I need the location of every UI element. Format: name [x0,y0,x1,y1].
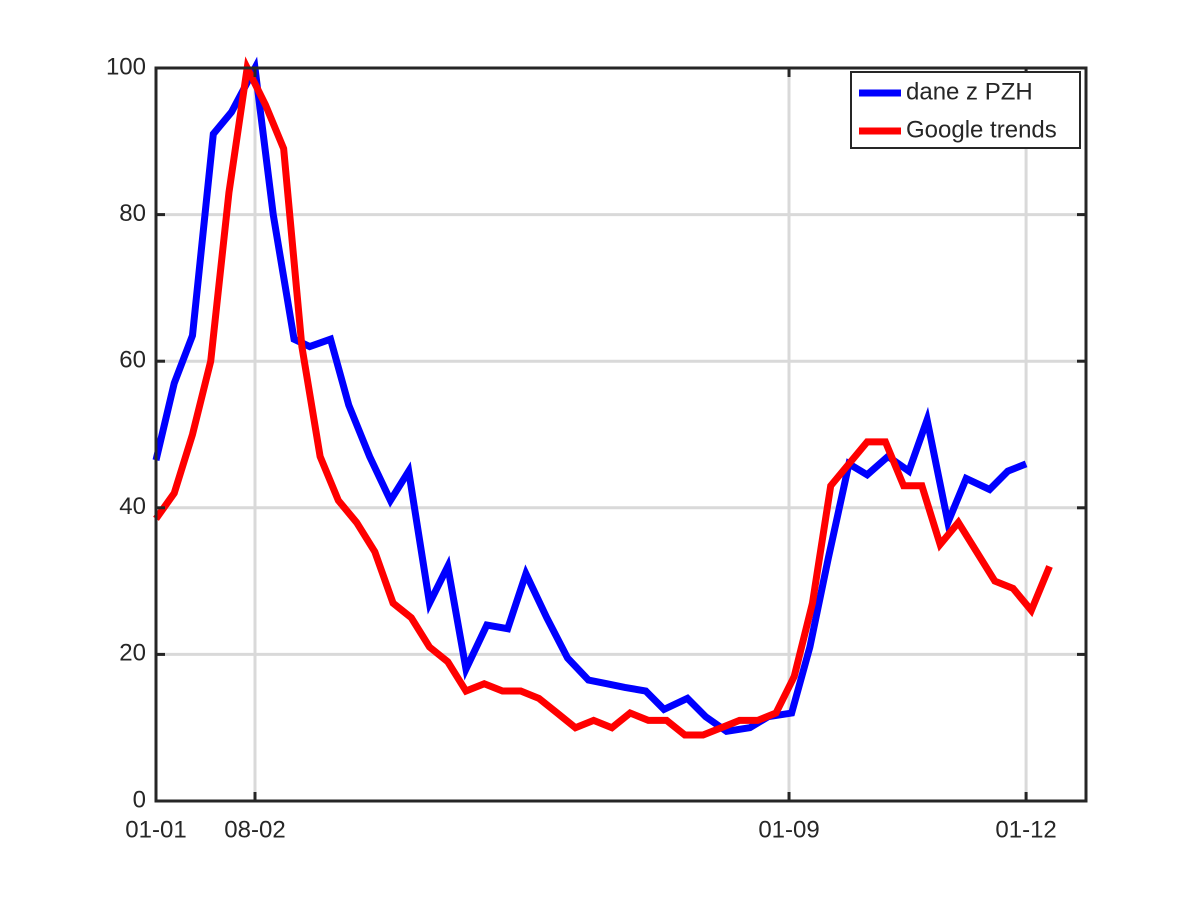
x-tick-label: 08-02 [224,816,285,843]
y-tick-label: 40 [119,493,146,520]
legend: dane z PZH Google trends [850,71,1081,149]
y-tick-label: 100 [106,53,146,80]
y-tick-label: 20 [119,640,146,667]
x-tick-label: 01-12 [995,816,1056,843]
x-tick-label: 01-01 [125,816,186,843]
x-tick-label: 01-09 [758,816,819,843]
legend-label: Google trends [906,116,1057,143]
axes-box [154,66,1088,803]
y-tick-label: 0 [133,786,146,813]
legend-box [850,71,1081,149]
series-line [153,56,1053,739]
y-tick-label: 80 [119,200,146,227]
y-tick-label: 60 [119,347,146,374]
legend-label: dane z PZH [906,78,1033,105]
